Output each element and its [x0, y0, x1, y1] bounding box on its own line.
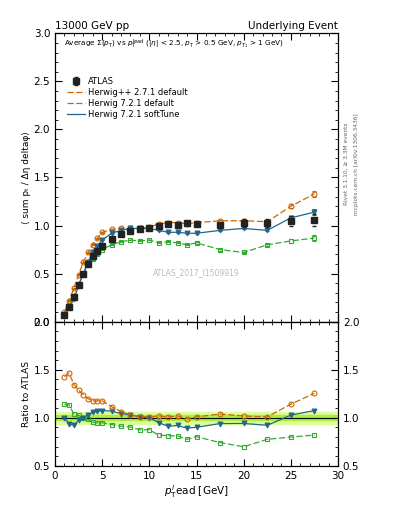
Herwig 7.2.1 softTune	[72, 295, 76, 302]
Herwig++ 2.7.1 default	[109, 226, 114, 232]
Herwig++ 2.7.1 default	[90, 242, 95, 248]
Herwig 7.2.1 default	[147, 237, 152, 243]
Herwig++ 2.7.1 default	[194, 220, 199, 226]
Herwig 7.2.1 softTune	[81, 270, 86, 276]
Herwig++ 2.7.1 default	[81, 259, 86, 265]
Herwig 7.2.1 softTune	[100, 237, 105, 243]
X-axis label: $p_{\rm T}^{l}$ead [GeV]: $p_{\rm T}^{l}$ead [GeV]	[164, 483, 229, 500]
Herwig 7.2.1 default	[119, 239, 123, 245]
Herwig 7.2.1 default	[288, 238, 293, 244]
Herwig 7.2.1 softTune	[62, 312, 67, 318]
Herwig 7.2.1 default	[241, 249, 246, 255]
Herwig++ 2.7.1 default	[72, 285, 76, 291]
Herwig 7.2.1 default	[194, 240, 199, 246]
Herwig++ 2.7.1 default	[175, 220, 180, 226]
Herwig++ 2.7.1 default	[265, 219, 270, 225]
Herwig 7.2.1 default	[67, 302, 72, 308]
Herwig 7.2.1 softTune	[119, 227, 123, 233]
Herwig++ 2.7.1 default	[156, 221, 161, 227]
Text: Rivet 3.1.10, ≥ 3.3M events: Rivet 3.1.10, ≥ 3.3M events	[344, 122, 349, 205]
Herwig 7.2.1 softTune	[95, 243, 100, 249]
Herwig 7.2.1 default	[312, 235, 317, 241]
Herwig++ 2.7.1 default	[138, 225, 142, 231]
Herwig 7.2.1 softTune	[175, 229, 180, 236]
Line: Herwig 7.2.1 default: Herwig 7.2.1 default	[64, 238, 314, 314]
Herwig 7.2.1 softTune	[288, 215, 293, 221]
Herwig 7.2.1 softTune	[218, 227, 222, 233]
Herwig++ 2.7.1 default	[76, 271, 81, 278]
Herwig 7.2.1 softTune	[67, 305, 72, 311]
Herwig 7.2.1 softTune	[138, 225, 142, 231]
Herwig++ 2.7.1 default	[147, 224, 152, 230]
Herwig 7.2.1 default	[81, 270, 86, 276]
Legend: ATLAS, Herwig++ 2.7.1 default, Herwig 7.2.1 default, Herwig 7.2.1 softTune: ATLAS, Herwig++ 2.7.1 default, Herwig 7.…	[65, 75, 189, 120]
Herwig 7.2.1 softTune	[265, 227, 270, 233]
Herwig++ 2.7.1 default	[185, 221, 189, 227]
Herwig++ 2.7.1 default	[119, 225, 123, 231]
Herwig 7.2.1 softTune	[128, 225, 133, 231]
Herwig 7.2.1 default	[86, 262, 90, 268]
Herwig++ 2.7.1 default	[86, 249, 90, 255]
Herwig 7.2.1 default	[95, 251, 100, 258]
Herwig 7.2.1 default	[138, 238, 142, 244]
Herwig 7.2.1 softTune	[241, 225, 246, 231]
Herwig 7.2.1 default	[90, 256, 95, 262]
Herwig++ 2.7.1 default	[62, 309, 67, 315]
Herwig 7.2.1 default	[218, 247, 222, 253]
Y-axis label: Ratio to ATLAS: Ratio to ATLAS	[22, 361, 31, 427]
Text: Average $\Sigma(p_{\rm T})$ vs $p_{\rm T}^{\rm lead}$ ($|\eta|$ < 2.5, $p_{\rm T: Average $\Sigma(p_{\rm T})$ vs $p_{\rm T…	[64, 37, 283, 51]
Herwig++ 2.7.1 default	[288, 203, 293, 209]
Herwig 7.2.1 softTune	[156, 227, 161, 233]
Herwig++ 2.7.1 default	[166, 220, 171, 226]
Herwig 7.2.1 softTune	[194, 230, 199, 237]
Herwig 7.2.1 default	[156, 240, 161, 246]
Line: Herwig 7.2.1 softTune: Herwig 7.2.1 softTune	[64, 212, 314, 315]
Herwig 7.2.1 softTune	[185, 230, 189, 237]
Herwig 7.2.1 softTune	[312, 209, 317, 215]
Herwig++ 2.7.1 default	[100, 229, 105, 236]
Herwig 7.2.1 default	[72, 293, 76, 299]
Herwig 7.2.1 default	[100, 247, 105, 253]
Text: 13000 GeV pp: 13000 GeV pp	[55, 21, 129, 31]
Herwig++ 2.7.1 default	[95, 235, 100, 241]
Text: mcplots.cern.ch [arXiv:1306.3436]: mcplots.cern.ch [arXiv:1306.3436]	[354, 113, 359, 215]
Herwig 7.2.1 default	[166, 239, 171, 245]
Herwig 7.2.1 default	[62, 311, 67, 317]
Text: ATLAS_2017_I1509919: ATLAS_2017_I1509919	[153, 268, 240, 277]
Herwig 7.2.1 softTune	[76, 283, 81, 289]
Herwig 7.2.1 default	[128, 237, 133, 243]
Herwig 7.2.1 softTune	[109, 230, 114, 237]
Herwig 7.2.1 default	[76, 281, 81, 287]
Bar	[55, 412, 338, 423]
Herwig++ 2.7.1 default	[128, 225, 133, 231]
Herwig 7.2.1 softTune	[166, 229, 171, 236]
Herwig 7.2.1 default	[265, 242, 270, 248]
Herwig++ 2.7.1 default	[312, 191, 317, 197]
Herwig 7.2.1 default	[175, 240, 180, 246]
Herwig 7.2.1 default	[109, 242, 114, 248]
Herwig 7.2.1 softTune	[147, 225, 152, 231]
Text: Underlying Event: Underlying Event	[248, 21, 338, 31]
Herwig++ 2.7.1 default	[241, 218, 246, 224]
Herwig 7.2.1 softTune	[86, 259, 90, 265]
Y-axis label: ⟨ sum pₜ / Δη deltaφ⟩: ⟨ sum pₜ / Δη deltaφ⟩	[22, 131, 31, 224]
Line: Herwig++ 2.7.1 default: Herwig++ 2.7.1 default	[64, 194, 314, 312]
Herwig 7.2.1 default	[185, 242, 189, 248]
Herwig++ 2.7.1 default	[218, 218, 222, 224]
Bar	[55, 415, 338, 420]
Herwig 7.2.1 softTune	[90, 249, 95, 255]
Herwig++ 2.7.1 default	[67, 297, 72, 304]
